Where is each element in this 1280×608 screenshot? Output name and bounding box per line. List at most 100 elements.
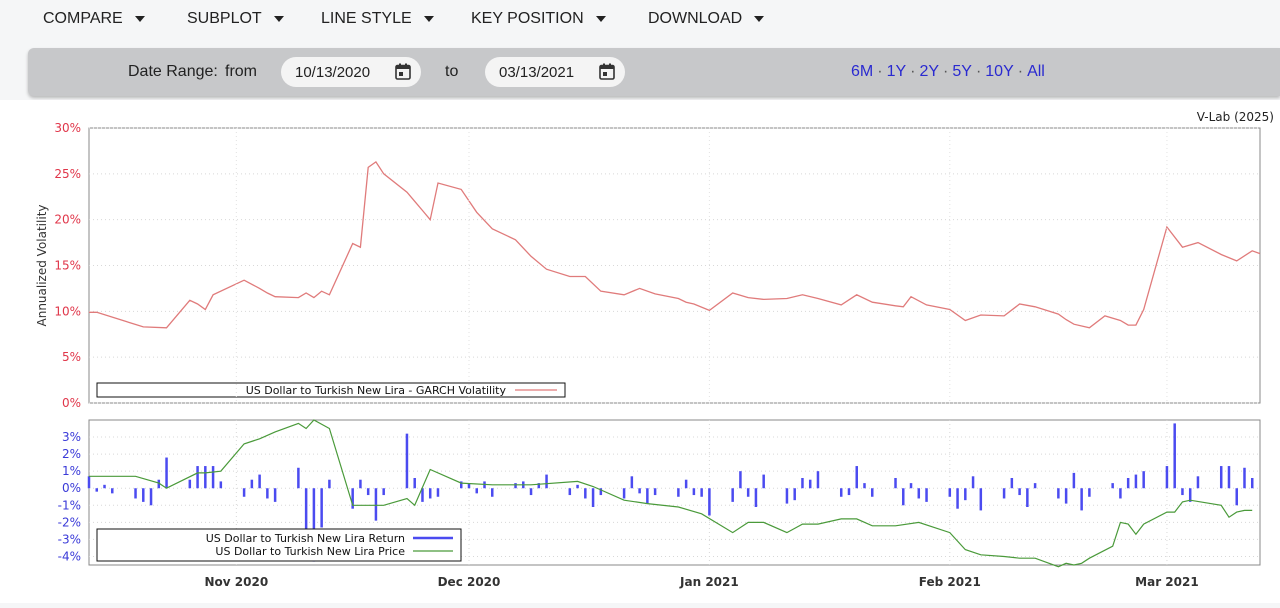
return-bar bbox=[630, 476, 634, 489]
menu-subplot[interactable]: SUBPLOT bbox=[187, 10, 284, 28]
range-link-10y[interactable]: 10Y bbox=[985, 63, 1014, 80]
from-label: from bbox=[225, 63, 257, 80]
menu-key-position[interactable]: KEY POSITION bbox=[471, 10, 606, 28]
x-tick-label: Feb 2021 bbox=[919, 575, 981, 589]
to-label: to bbox=[445, 63, 459, 80]
return-bar bbox=[1088, 488, 1091, 497]
range-link-1y[interactable]: 1Y bbox=[886, 63, 907, 80]
return-bar bbox=[428, 488, 432, 499]
return-bar bbox=[909, 483, 913, 489]
y-tick-label: -3% bbox=[58, 532, 81, 546]
calendar-icon[interactable] bbox=[599, 63, 615, 80]
return-bar bbox=[677, 488, 680, 497]
return-bar bbox=[103, 484, 106, 489]
return-bar bbox=[359, 479, 362, 489]
y-tick-label: 25% bbox=[54, 167, 81, 181]
return-bar bbox=[1181, 488, 1184, 496]
return-bar bbox=[149, 488, 153, 506]
return-bar bbox=[1188, 488, 1192, 502]
return-bar bbox=[382, 488, 385, 496]
return-bar bbox=[204, 466, 207, 489]
return-bar bbox=[475, 488, 478, 494]
return-bar bbox=[491, 488, 494, 497]
return-bar bbox=[948, 488, 952, 497]
y-axis-label: Annualized Volatility bbox=[35, 205, 49, 327]
return-bar bbox=[1142, 471, 1145, 489]
return-bar bbox=[731, 488, 734, 502]
return-bar bbox=[421, 488, 424, 502]
return-bar bbox=[871, 488, 874, 497]
return-bar bbox=[351, 488, 354, 509]
chevron-down-icon bbox=[423, 16, 434, 22]
range-link-6m[interactable]: 6M bbox=[851, 63, 874, 80]
calendar-icon[interactable] bbox=[395, 63, 411, 80]
menu-line-style[interactable]: LINE STYLE bbox=[321, 10, 434, 28]
return-bar bbox=[591, 488, 595, 507]
return-bar bbox=[266, 488, 269, 499]
returns-panel: -4% -3% -2% -1% 0% 1% 2% 3% Nov 2020 Dec 2020 Jan … bbox=[58, 419, 1261, 589]
x-tick-label: Nov 2020 bbox=[205, 575, 269, 589]
return-bar bbox=[646, 488, 649, 504]
chevron-down-icon bbox=[134, 16, 145, 22]
range-link-2y[interactable]: 2Y bbox=[919, 63, 940, 80]
return-bar bbox=[855, 466, 858, 489]
y-tick-label: -1% bbox=[58, 498, 81, 512]
return-bar bbox=[1243, 467, 1246, 489]
return-bar bbox=[165, 457, 168, 489]
return-bar bbox=[196, 466, 199, 489]
return-bar bbox=[956, 488, 959, 509]
return-bar bbox=[894, 478, 897, 489]
return-bar bbox=[754, 488, 758, 507]
menu-bar: COMPARE SUBPLOT LINE STYLE KEY POSITION … bbox=[0, 0, 1280, 40]
return-bar bbox=[1033, 483, 1037, 489]
return-bar bbox=[684, 479, 688, 489]
return-bar bbox=[304, 488, 308, 531]
range-link-all[interactable]: All bbox=[1027, 63, 1045, 80]
x-tick-label: Dec 2020 bbox=[438, 575, 501, 589]
y-tick-label: 3% bbox=[62, 430, 81, 444]
return-bar bbox=[366, 488, 370, 496]
from-date-value: 10/13/2020 bbox=[295, 63, 371, 81]
return-bar bbox=[785, 488, 789, 504]
return-bar bbox=[467, 483, 471, 489]
y-tick-label: 30% bbox=[54, 121, 81, 135]
y-tick-label: 15% bbox=[54, 259, 81, 273]
return-bar bbox=[599, 488, 603, 496]
menu-subplot-label: SUBPLOT bbox=[187, 10, 262, 27]
return-bar bbox=[793, 488, 796, 501]
return-bar bbox=[1026, 488, 1029, 507]
return-bar bbox=[1196, 476, 1200, 489]
return-bar bbox=[700, 488, 703, 497]
range-link-5y[interactable]: 5Y bbox=[952, 63, 972, 80]
return-bar bbox=[514, 483, 517, 489]
return-bar bbox=[1064, 488, 1068, 504]
legend-box bbox=[96, 382, 566, 398]
return-bar bbox=[297, 467, 300, 489]
return-bar bbox=[1002, 488, 1006, 499]
return-bar bbox=[250, 479, 254, 489]
return-bar bbox=[273, 488, 277, 502]
return-bar bbox=[801, 478, 804, 489]
y-tick-label: -2% bbox=[58, 515, 81, 529]
return-bar bbox=[746, 488, 750, 497]
return-bar bbox=[708, 488, 711, 516]
volatility-panel: 0% 5% 10% 15% 20% 25% 30% Annualized Volatility… bbox=[35, 121, 1261, 410]
from-date-input[interactable]: 10/13/2020 bbox=[281, 57, 421, 87]
menu-download-label: DOWNLOAD bbox=[648, 10, 743, 27]
return-bar bbox=[1057, 488, 1060, 499]
quick-range-links: 6M · 1Y · 2Y · 5Y · 10Y · All bbox=[851, 63, 1045, 80]
return-bar bbox=[87, 476, 91, 489]
y-tick-label: 0% bbox=[62, 481, 81, 495]
return-bar bbox=[839, 488, 843, 497]
return-bar bbox=[964, 488, 967, 501]
return-bar bbox=[328, 479, 331, 489]
chart-area: V-Lab (2025) 0% 5% 10% 15% 20% 25% 30% Annualiz… bbox=[0, 100, 1280, 603]
x-tick-label: Jan 2021 bbox=[679, 575, 739, 589]
chart-svg: V-Lab (2025) 0% 5% 10% 15% 20% 25% 30% Annualiz… bbox=[35, 110, 1274, 589]
menu-compare[interactable]: COMPARE bbox=[43, 10, 145, 28]
menu-download[interactable]: DOWNLOAD bbox=[648, 10, 765, 28]
x-tick-label: Mar 2021 bbox=[1135, 575, 1199, 589]
to-date-value: 03/13/2021 bbox=[499, 63, 575, 81]
to-date-input[interactable]: 03/13/2021 bbox=[485, 57, 625, 87]
return-bar bbox=[816, 471, 820, 489]
